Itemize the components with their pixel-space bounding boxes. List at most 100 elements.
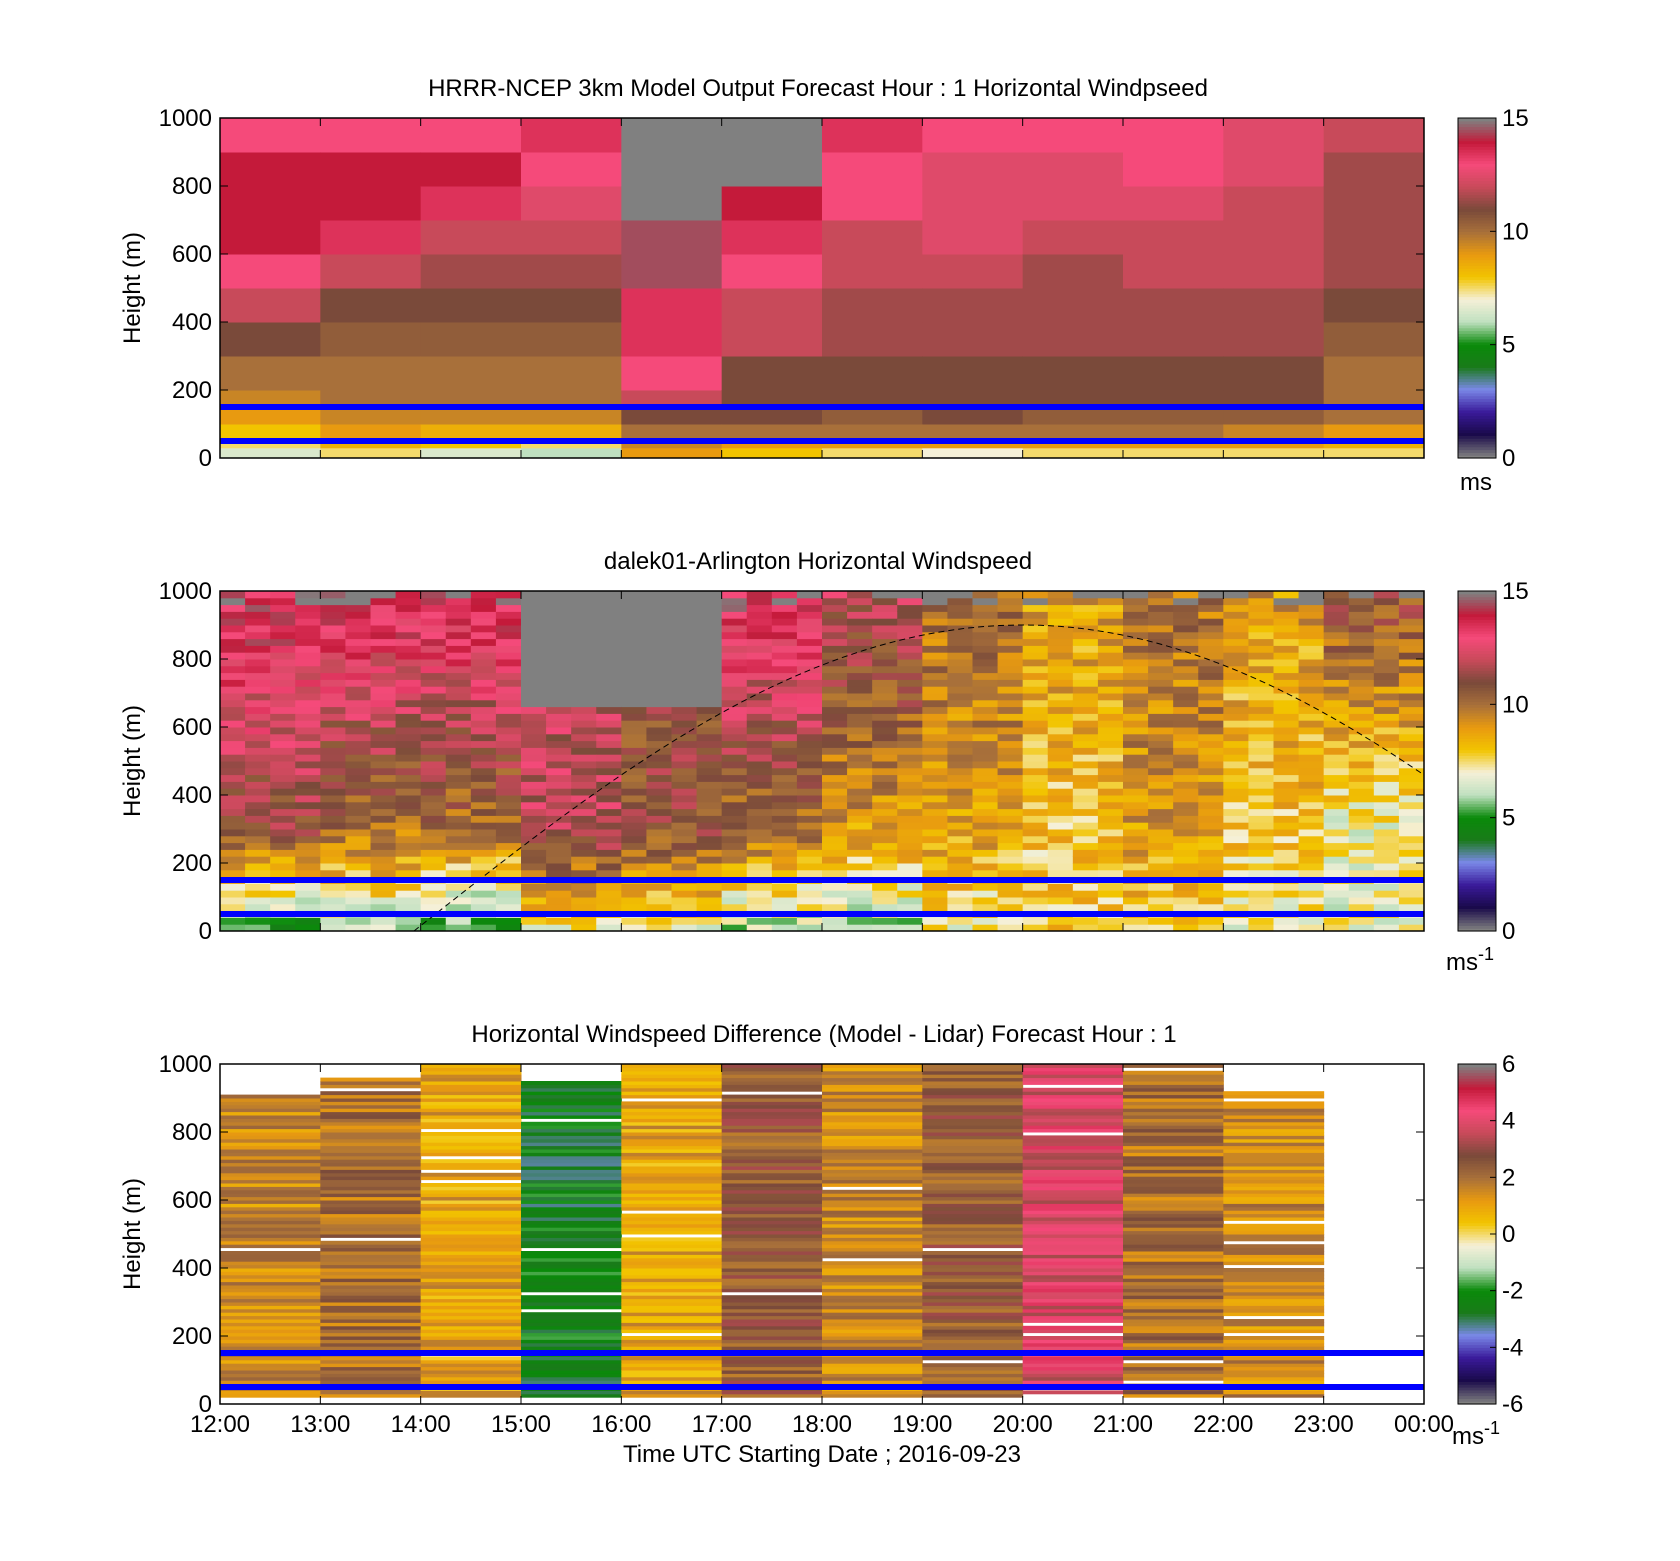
heatmap-cell [621, 795, 647, 803]
heatmap-cell [1323, 822, 1350, 830]
heatmap-cell [1298, 863, 1325, 871]
colorbar-swatch [1458, 171, 1496, 176]
heatmap-cell [1248, 863, 1274, 871]
heatmap-cell [922, 1322, 1024, 1327]
panel-difference-ylabel: Height (m) [119, 1178, 146, 1290]
heatmap-cell [671, 883, 698, 891]
heatmap-cell [571, 822, 597, 830]
heatmap-cell [546, 727, 572, 735]
heatmap-cell [897, 672, 923, 680]
heatmap-cell [420, 733, 447, 742]
heatmap-cell [822, 863, 848, 871]
heatmap-cell [822, 1098, 923, 1102]
heatmap-cell [521, 1281, 622, 1286]
heatmap-cell [1348, 733, 1375, 742]
heatmap-cell [972, 754, 999, 762]
heatmap-cell [395, 774, 422, 782]
heatmap-cell [1323, 801, 1350, 810]
heatmap-cell [420, 1376, 522, 1381]
heatmap-cell [922, 774, 948, 782]
heatmap-cell [220, 322, 321, 357]
heatmap-cell [721, 1132, 823, 1136]
colorbar-swatch [1458, 797, 1496, 802]
heatmap-cell [721, 1189, 823, 1194]
heatmap-cell [1248, 727, 1274, 735]
heatmap-cell [1123, 1166, 1224, 1170]
heatmap-cell [621, 631, 647, 640]
heatmap-cell [771, 625, 798, 633]
colorbar-swatch [1458, 718, 1496, 722]
heatmap-cell [1348, 652, 1375, 660]
heatmap-cell [1198, 781, 1224, 789]
heatmap-cell [997, 699, 1024, 708]
heatmap-cell [1223, 1172, 1325, 1177]
heatmap-cell [320, 1271, 422, 1276]
heatmap-cell [822, 1101, 923, 1106]
heatmap-cell [1223, 1145, 1325, 1150]
heatmap-cell [521, 611, 547, 619]
heatmap-cell [872, 829, 898, 837]
colorbar-swatch [1458, 1103, 1496, 1108]
heatmap-cell [1223, 604, 1249, 612]
heatmap-cell [295, 856, 321, 864]
colorbar-swatch [1458, 256, 1496, 261]
heatmap-cell [546, 618, 572, 626]
heatmap-cell [345, 591, 371, 599]
heatmap-cell [1173, 679, 1199, 687]
heatmap-cell [1223, 1257, 1325, 1262]
heatmap-cell [521, 254, 622, 289]
heatmap-cell [495, 869, 522, 878]
heatmap-cell [370, 883, 397, 891]
heatmap-cell [746, 801, 773, 810]
heatmap-cell [420, 917, 447, 925]
heatmap-cell [1198, 597, 1224, 606]
heatmap-cell [320, 883, 346, 891]
colorbar-swatch [1458, 390, 1496, 394]
heatmap-cell [796, 706, 823, 714]
heatmap-cell [746, 788, 773, 796]
heatmap-cell [571, 686, 597, 694]
heatmap-cell [822, 1077, 923, 1082]
heatmap-cell [671, 740, 698, 748]
heatmap-cell [872, 597, 898, 606]
heatmap-cell [621, 1264, 723, 1269]
heatmap-cell [320, 220, 422, 255]
heatmap-cell [370, 618, 397, 626]
heatmap-cell [445, 822, 472, 830]
heatmap-cell [1047, 645, 1074, 653]
heatmap-cell [746, 897, 773, 905]
heatmap-cell [1022, 618, 1049, 626]
heatmap-cell [822, 1251, 923, 1255]
heatmap-cell [495, 618, 522, 626]
heatmap-cell [320, 1196, 422, 1201]
heatmap-cell [721, 863, 748, 871]
heatmap-cell [671, 720, 698, 728]
heatmap-cell [546, 869, 572, 878]
colorbar-swatch [1458, 302, 1496, 306]
heatmap-cell [1198, 693, 1224, 701]
heatmap-cell [420, 842, 447, 850]
heatmap-cell [220, 1172, 321, 1177]
heatmap-cell [596, 597, 622, 606]
heatmap-cell [721, 118, 823, 153]
heatmap-cell [445, 679, 472, 687]
heatmap-cell [1022, 1220, 1124, 1225]
heatmap-cell [521, 849, 547, 857]
heatmap-cell [746, 679, 773, 687]
heatmap-cell [345, 693, 371, 701]
heatmap-cell [1223, 254, 1325, 289]
heatmap-cell [270, 856, 296, 864]
heatmap-cell [997, 672, 1024, 680]
colorbar-swatch [1458, 1398, 1496, 1402]
heatmap-cell [521, 842, 547, 850]
heatmap-cell [1173, 693, 1199, 701]
colorbar-swatch [1458, 1228, 1496, 1232]
heatmap-cell [420, 1244, 522, 1249]
heatmap-cell [1323, 390, 1425, 408]
colorbar-swatch [1458, 1154, 1496, 1159]
heatmap-cell [1223, 625, 1249, 633]
heatmap-cell [395, 618, 422, 626]
heatmap-cell [1123, 1223, 1224, 1228]
heatmap-cell [1022, 1118, 1124, 1123]
heatmap-cell [947, 808, 973, 816]
